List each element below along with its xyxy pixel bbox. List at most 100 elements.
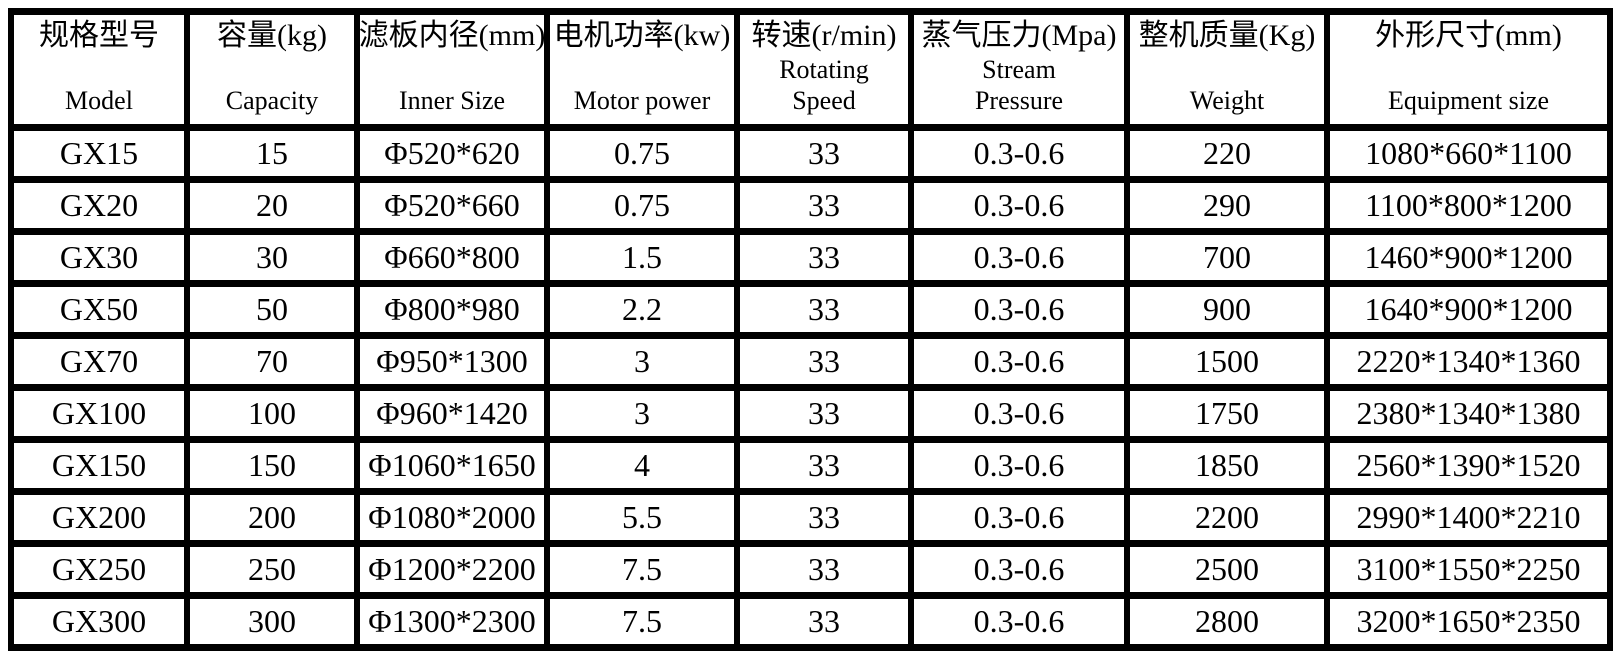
header-cell-content: 蒸气压力(Mpa) Stream Pressure	[917, 18, 1121, 120]
col-header-pressure-en: Stream Pressure	[974, 54, 1064, 115]
cell-capacity: 30	[184, 227, 360, 287]
col-header-capacity-en: Capacity	[225, 85, 319, 115]
cell-model: GX70	[8, 331, 190, 391]
cell-motor-power: 3	[544, 383, 740, 443]
cell-inner-size: Φ1060*1650	[354, 435, 550, 495]
cell-weight: 2800	[1124, 591, 1330, 651]
header-cell-content: 规格型号 Model	[17, 18, 181, 120]
col-header-pressure-zh: 蒸气压力(Mpa)	[921, 19, 1117, 52]
col-header-model: 规格型号 Model	[8, 8, 190, 131]
col-header-equipment-size-en: Equipment size	[1387, 85, 1549, 115]
cell-weight: 220	[1124, 123, 1330, 183]
col-header-capacity: 容量(kg) Capacity	[184, 8, 360, 131]
table-row: GX150 150 Φ1060*1650 4 33 0.3-0.6 1850 2…	[8, 435, 1613, 495]
cell-equipment-size: 1640*900*1200	[1324, 279, 1613, 339]
cell-equipment-size: 1080*660*1100	[1324, 123, 1613, 183]
cell-weight: 700	[1124, 227, 1330, 287]
cell-inner-size: Φ1300*2300	[354, 591, 550, 651]
cell-motor-power: 0.75	[544, 123, 740, 183]
cell-weight: 1850	[1124, 435, 1330, 495]
cell-motor-power: 4	[544, 435, 740, 495]
table-row: GX100 100 Φ960*1420 3 33 0.3-0.6 1750 23…	[8, 383, 1613, 443]
cell-inner-size: Φ520*660	[354, 175, 550, 235]
cell-weight: 1750	[1124, 383, 1330, 443]
cell-capacity: 100	[184, 383, 360, 443]
cell-speed: 33	[734, 331, 914, 391]
cell-inner-size: Φ950*1300	[354, 331, 550, 391]
cell-pressure: 0.3-0.6	[908, 227, 1130, 287]
cell-pressure: 0.3-0.6	[908, 175, 1130, 235]
cell-inner-size: Φ1200*2200	[354, 539, 550, 599]
cell-pressure: 0.3-0.6	[908, 487, 1130, 547]
header-cell-content: 滤板内径(mm) Inner Size	[363, 18, 541, 120]
cell-speed: 33	[734, 591, 914, 651]
cell-capacity: 20	[184, 175, 360, 235]
header-cell-content: 容量(kg) Capacity	[193, 18, 351, 120]
col-header-equipment-size: 外形尺寸(mm) Equipment size	[1324, 8, 1613, 131]
cell-model: GX250	[8, 539, 190, 599]
cell-speed: 33	[734, 487, 914, 547]
cell-equipment-size: 1460*900*1200	[1324, 227, 1613, 287]
spec-table: 规格型号 Model 容量(kg) Capacity 滤板内径(mm) Inne…	[8, 8, 1613, 651]
table-row: GX300 300 Φ1300*2300 7.5 33 0.3-0.6 2800…	[8, 591, 1613, 651]
header-row: 规格型号 Model 容量(kg) Capacity 滤板内径(mm) Inne…	[8, 8, 1613, 131]
col-header-weight: 整机质量(Kg) Weight	[1124, 8, 1330, 131]
header-cell-content: 外形尺寸(mm) Equipment size	[1333, 18, 1604, 120]
header-cell-content: 电机功率(kw) Motor power	[553, 18, 731, 120]
cell-equipment-size: 2220*1340*1360	[1324, 331, 1613, 391]
col-header-capacity-zh: 容量(kg)	[217, 19, 327, 52]
cell-speed: 33	[734, 175, 914, 235]
cell-weight: 900	[1124, 279, 1330, 339]
cell-capacity: 300	[184, 591, 360, 651]
cell-equipment-size: 2560*1390*1520	[1324, 435, 1613, 495]
cell-model: GX15	[8, 123, 190, 183]
col-header-speed-en: Rotating Speed	[779, 54, 869, 115]
table-row: GX50 50 Φ800*980 2.2 33 0.3-0.6 900 1640…	[8, 279, 1613, 339]
table-row: GX200 200 Φ1080*2000 5.5 33 0.3-0.6 2200…	[8, 487, 1613, 547]
cell-equipment-size: 3100*1550*2250	[1324, 539, 1613, 599]
cell-inner-size: Φ520*620	[354, 123, 550, 183]
cell-speed: 33	[734, 123, 914, 183]
cell-motor-power: 1.5	[544, 227, 740, 287]
col-header-inner-size: 滤板内径(mm) Inner Size	[354, 8, 550, 131]
cell-model: GX100	[8, 383, 190, 443]
col-header-pressure: 蒸气压力(Mpa) Stream Pressure	[908, 8, 1130, 131]
cell-equipment-size: 2380*1340*1380	[1324, 383, 1613, 443]
cell-weight: 2500	[1124, 539, 1330, 599]
cell-motor-power: 3	[544, 331, 740, 391]
cell-motor-power: 7.5	[544, 591, 740, 651]
cell-inner-size: Φ1080*2000	[354, 487, 550, 547]
col-header-speed-zh: 转速(r/min)	[751, 19, 897, 52]
table-header: 规格型号 Model 容量(kg) Capacity 滤板内径(mm) Inne…	[8, 8, 1613, 131]
cell-motor-power: 7.5	[544, 539, 740, 599]
cell-motor-power: 2.2	[544, 279, 740, 339]
table-row: GX250 250 Φ1200*2200 7.5 33 0.3-0.6 2500…	[8, 539, 1613, 599]
cell-capacity: 70	[184, 331, 360, 391]
cell-inner-size: Φ660*800	[354, 227, 550, 287]
cell-model: GX150	[8, 435, 190, 495]
cell-pressure: 0.3-0.6	[908, 539, 1130, 599]
cell-capacity: 150	[184, 435, 360, 495]
table-body: GX15 15 Φ520*620 0.75 33 0.3-0.6 220 108…	[8, 123, 1613, 651]
cell-speed: 33	[734, 279, 914, 339]
cell-equipment-size: 3200*1650*2350	[1324, 591, 1613, 651]
table-row: GX20 20 Φ520*660 0.75 33 0.3-0.6 290 110…	[8, 175, 1613, 235]
cell-inner-size: Φ800*980	[354, 279, 550, 339]
cell-motor-power: 5.5	[544, 487, 740, 547]
cell-capacity: 200	[184, 487, 360, 547]
cell-weight: 1500	[1124, 331, 1330, 391]
col-header-model-en: Model	[65, 85, 133, 115]
cell-speed: 33	[734, 539, 914, 599]
cell-model: GX300	[8, 591, 190, 651]
cell-capacity: 250	[184, 539, 360, 599]
table-row: GX15 15 Φ520*620 0.75 33 0.3-0.6 220 108…	[8, 123, 1613, 183]
col-header-motor-power: 电机功率(kw) Motor power	[544, 8, 740, 131]
cell-weight: 2200	[1124, 487, 1330, 547]
cell-pressure: 0.3-0.6	[908, 331, 1130, 391]
col-header-speed: 转速(r/min) Rotating Speed	[734, 8, 914, 131]
col-header-equipment-size-zh: 外形尺寸(mm)	[1375, 19, 1562, 52]
table-row: GX30 30 Φ660*800 1.5 33 0.3-0.6 700 1460…	[8, 227, 1613, 287]
header-cell-content: 整机质量(Kg) Weight	[1133, 18, 1321, 120]
cell-equipment-size: 1100*800*1200	[1324, 175, 1613, 235]
